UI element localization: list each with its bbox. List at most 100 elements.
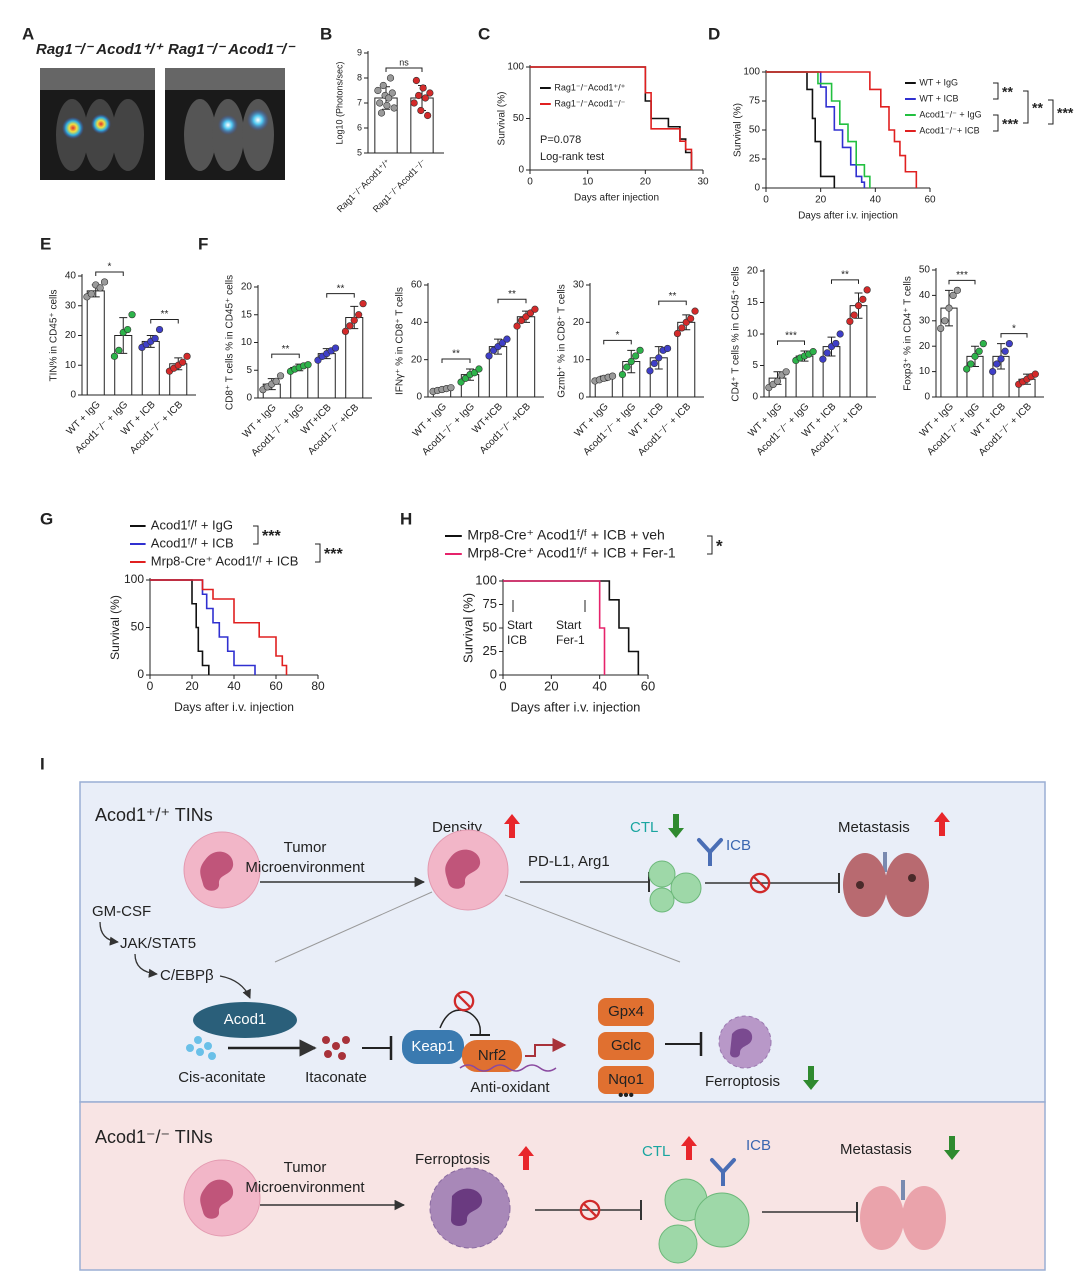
protein (598, 1032, 654, 1060)
data-point (782, 368, 790, 376)
label: Metastasis (838, 819, 910, 836)
data-point (655, 354, 663, 362)
y-tick-label: 20 (919, 341, 931, 352)
legend-label: Acod1ᶠ/ᶠ + IgG (151, 517, 233, 532)
y-tick-label: 0 (246, 393, 252, 404)
legend-label: Rag1⁻/⁻Acod1⁻/⁻ (554, 98, 625, 108)
label: Microenvironment (245, 859, 365, 876)
sig-label: ** (1032, 100, 1043, 116)
survival-line (150, 579, 288, 675)
protein (598, 1066, 654, 1094)
data-point (87, 290, 95, 298)
data-point (863, 286, 871, 294)
sig-bracket (271, 353, 300, 359)
data-point (859, 295, 867, 303)
data-point (989, 368, 997, 376)
annotation: Start (507, 618, 533, 632)
y-tick-label: 20 (573, 317, 585, 328)
data-point (346, 322, 354, 330)
y-axis-label: Log10 (Photons/sec) (334, 61, 344, 144)
label: C/EBPβ (160, 967, 214, 984)
legend-label: Mrp8-Cre⁺ Acod1ᶠ/ᶠ + ICB + Fer-1 (467, 545, 676, 561)
data-point (183, 352, 191, 360)
protein (402, 1030, 464, 1064)
t-cell (649, 887, 675, 913)
legend-label: Mrp8-Cre⁺ Acod1ᶠ/ᶠ + ICB + veh (467, 527, 664, 543)
nucleus (200, 1179, 234, 1219)
y-tick-label: 100 (743, 67, 760, 78)
nucleus (445, 849, 481, 889)
x-tick-label: 10 (582, 177, 594, 188)
t-cell (670, 872, 702, 904)
y-tick-label: 20 (241, 282, 253, 293)
data-point (1001, 347, 1009, 355)
survival-line (150, 579, 210, 675)
data-point (836, 330, 844, 338)
x-tick-label: Acod1⁻/⁻ +ICB (306, 402, 361, 457)
y-tick-label: 9 (357, 47, 362, 57)
sig-label: * (716, 536, 723, 555)
annotation: Start (556, 618, 582, 632)
label: CTL (630, 819, 658, 836)
data-point (823, 349, 831, 357)
label: Tumor (284, 839, 327, 856)
t-cell (648, 860, 676, 888)
data-point (618, 371, 627, 379)
y-tick-label: 100 (475, 572, 497, 587)
sig-label: * (616, 330, 620, 341)
data-point (636, 346, 644, 354)
signal (218, 115, 238, 135)
legend-label: Acod1ᶠ/ᶠ + ICB (151, 535, 234, 550)
data-point (276, 372, 285, 380)
sig-bracket (658, 300, 687, 306)
data-point (272, 377, 280, 385)
y-tick-label: 0 (416, 392, 422, 403)
data-point (426, 89, 434, 97)
y-tick-label: 5 (246, 365, 252, 376)
y-tick-label: 5 (752, 360, 758, 371)
y-tick-label: 20 (65, 330, 77, 341)
data-point (419, 84, 427, 92)
data-point (124, 325, 132, 334)
label: Cis-aconitate (178, 1069, 266, 1086)
y-tick-label: 100 (124, 572, 144, 586)
sig-label: *** (262, 528, 281, 545)
sig-bracket (315, 543, 321, 563)
data-point (424, 111, 432, 120)
label: Nqo1 (608, 1071, 644, 1088)
enzyme (193, 1002, 297, 1038)
data-point (945, 304, 953, 312)
sig-label: ** (508, 289, 516, 300)
data-point (377, 109, 386, 117)
sig-bracket (1048, 99, 1054, 125)
sig-label: ** (282, 344, 290, 355)
data-point (385, 94, 393, 102)
y-tick-label: 15 (747, 297, 759, 308)
sig-bracket (253, 525, 259, 545)
sig-bracket (385, 67, 423, 72)
data-point (687, 315, 695, 323)
data-point (854, 302, 863, 310)
data-point (993, 360, 1001, 368)
label: Acod1 (224, 1011, 267, 1028)
x-tick-label: 60 (924, 195, 936, 206)
x-tick-label: 60 (641, 678, 655, 693)
data-point (151, 334, 159, 343)
image-top (40, 68, 155, 90)
arrow (219, 975, 251, 999)
y-tick-label: 50 (749, 125, 761, 136)
metabolite (186, 1036, 216, 1060)
data-point (417, 106, 425, 115)
y-tick-label: 8 (357, 72, 362, 82)
data-point (691, 307, 699, 315)
y-axis-label: Survival (%) (108, 595, 122, 660)
survival-line (766, 71, 871, 188)
data-point (331, 344, 340, 352)
nucleus (730, 1028, 753, 1058)
legend-label: Mrp8-Cre⁺ Acod1ᶠ/ᶠ + ICB (151, 553, 299, 568)
y-tick-label: 20 (747, 266, 759, 277)
y-tick-label: 10 (241, 337, 253, 348)
x-tick-label: 0 (763, 195, 769, 206)
y-tick-label: 75 (483, 596, 497, 611)
arrow (134, 953, 158, 978)
